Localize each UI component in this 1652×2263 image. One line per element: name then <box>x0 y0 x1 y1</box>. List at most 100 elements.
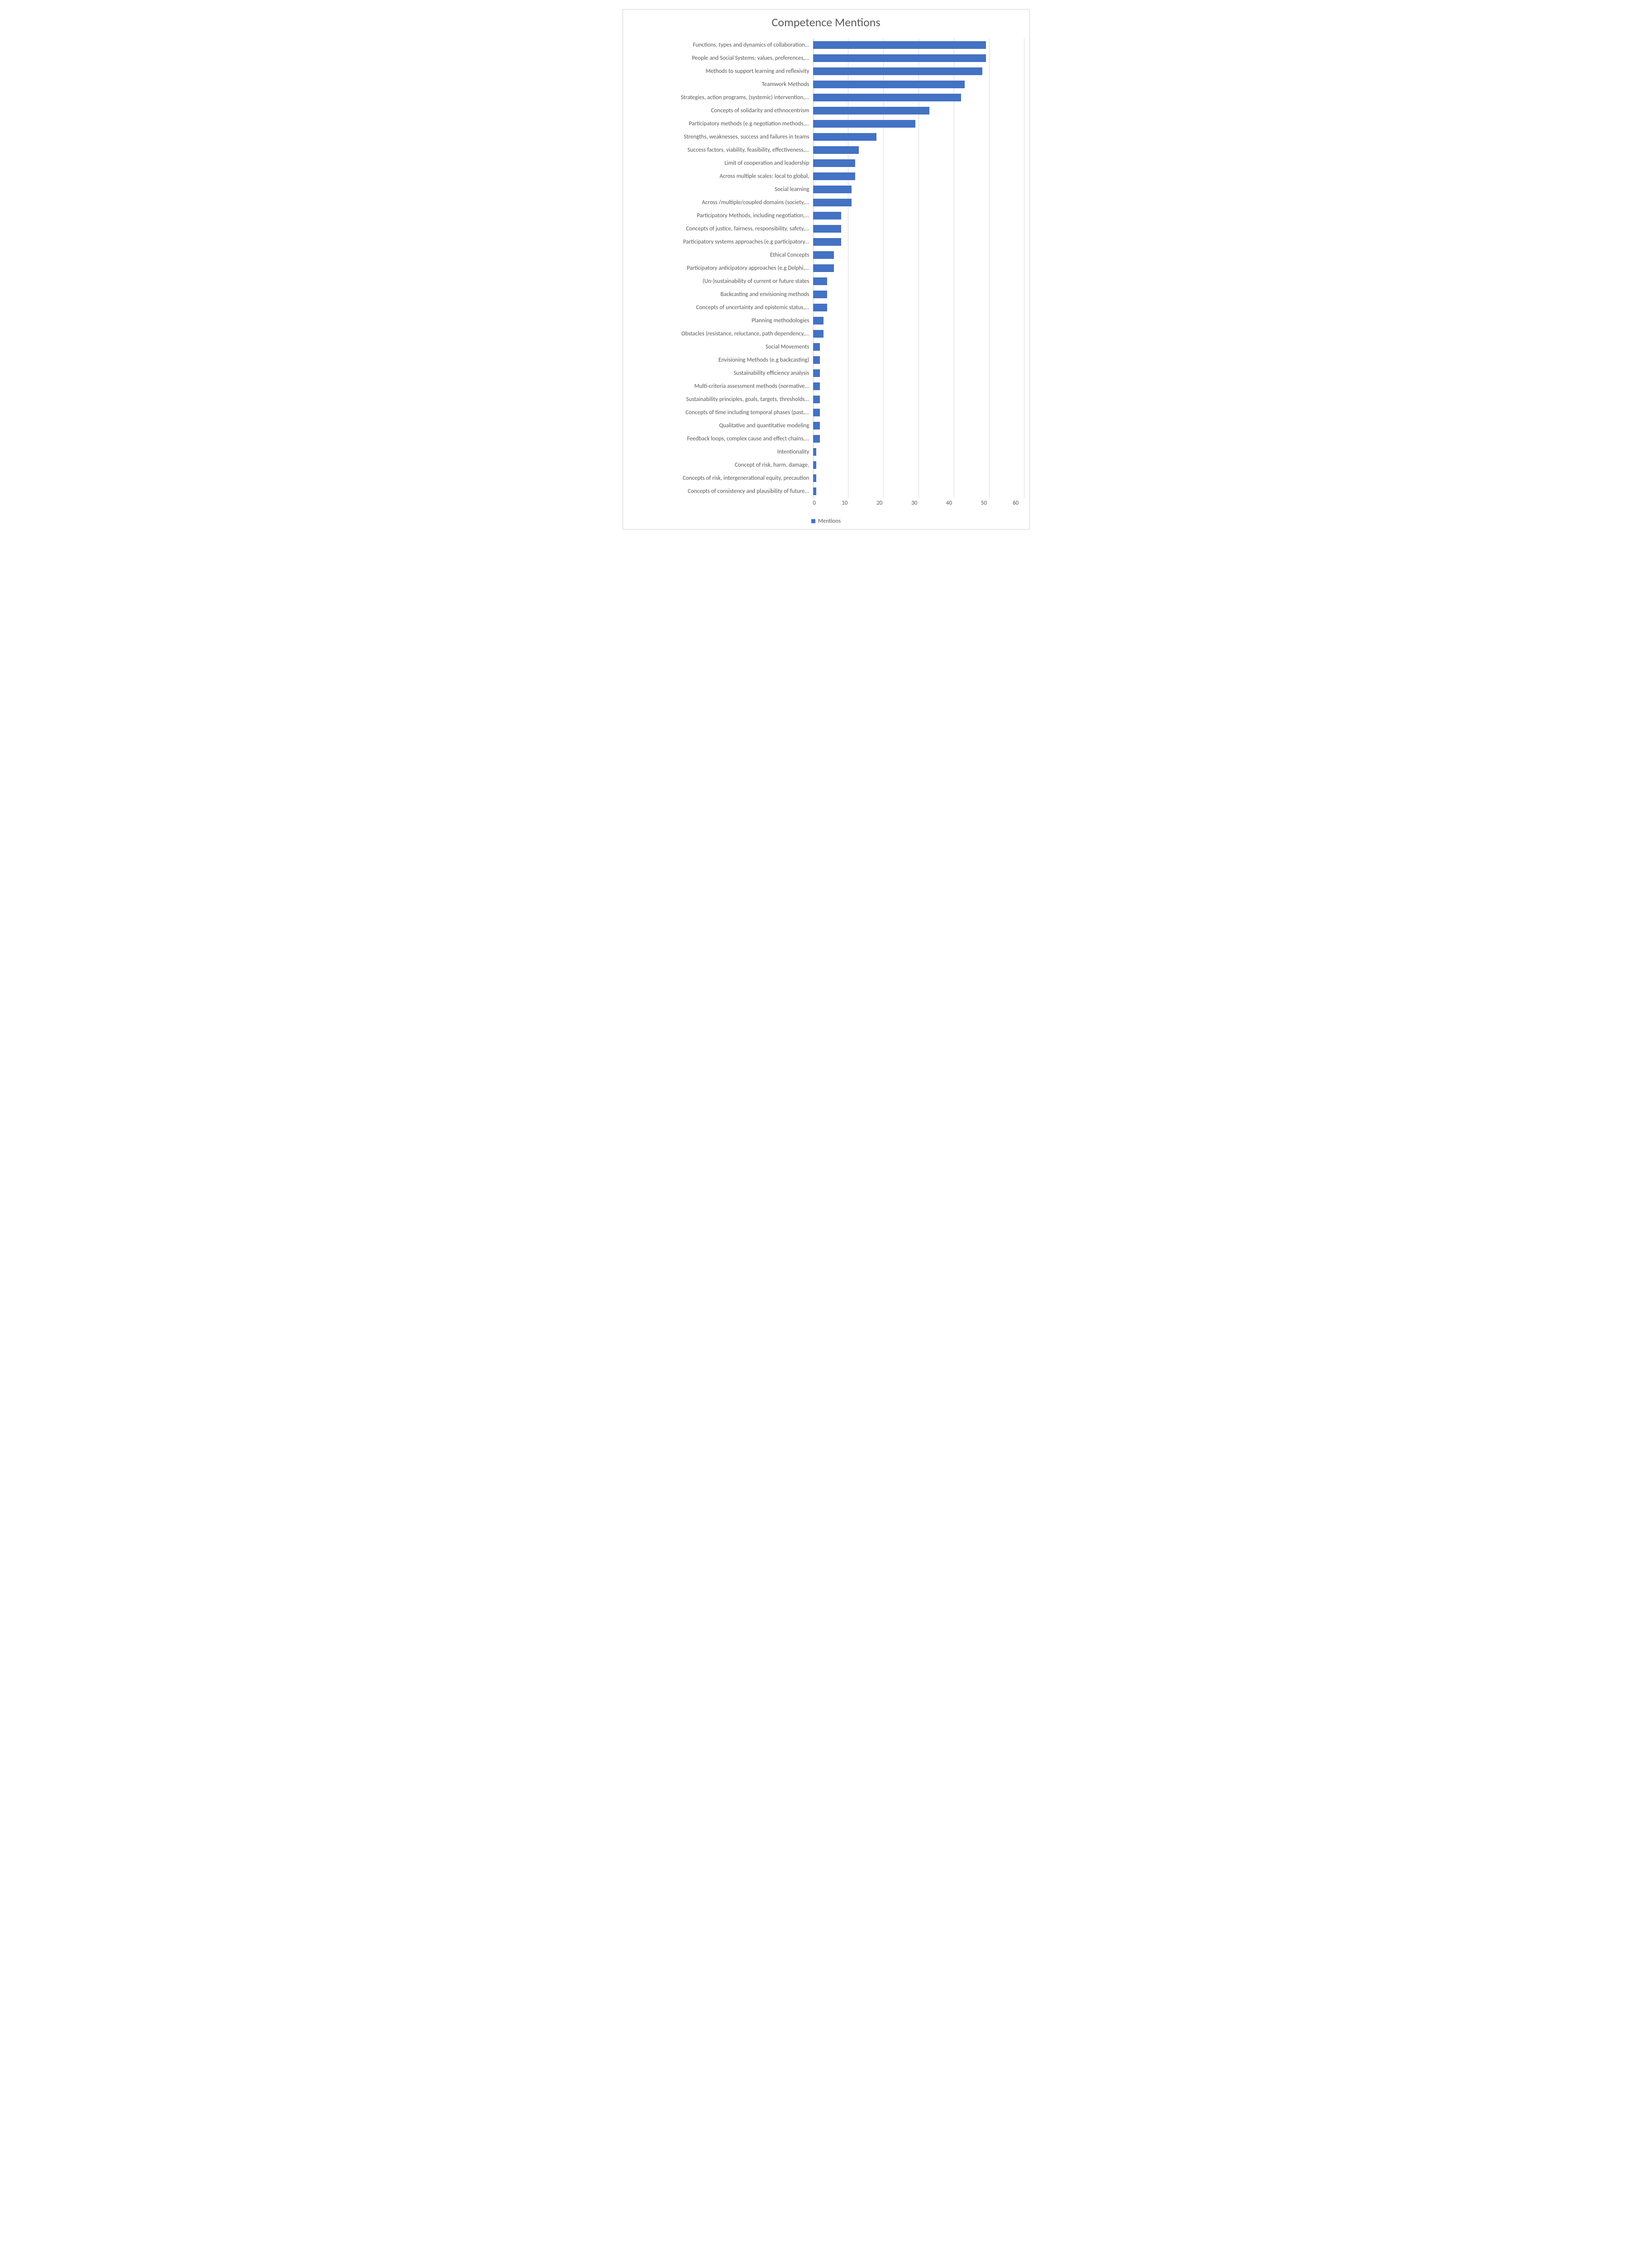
bar-row <box>813 248 1025 262</box>
bar-row <box>813 432 1025 445</box>
bar-row <box>813 38 1025 52</box>
bar-row <box>813 458 1025 472</box>
bar-row <box>813 445 1025 458</box>
bar <box>813 225 841 233</box>
bar-row <box>813 353 1025 367</box>
bar-row <box>813 262 1025 275</box>
bar <box>813 409 820 416</box>
bar <box>813 291 827 298</box>
bar <box>813 251 834 259</box>
y-axis-label: Concepts of solidarity and ethnocentrism <box>628 104 813 117</box>
y-axis-label: Success factors, viability, feasibility,… <box>628 143 813 157</box>
legend: Mentions <box>628 518 1025 525</box>
bar <box>813 448 817 456</box>
bar <box>813 94 962 101</box>
y-axis-label: Participatory systems approaches (e.g pa… <box>628 235 813 248</box>
bar-row <box>813 406 1025 419</box>
y-axis-label: Strengths, weaknesses, success and failu… <box>628 130 813 143</box>
bar-row <box>813 327 1025 340</box>
bar <box>813 133 876 141</box>
y-axis-label: Backcasting and envisioning methods <box>628 288 813 301</box>
bar-row <box>813 485 1025 498</box>
y-axis-label: Participatory methods (e.g negotiation m… <box>628 117 813 130</box>
bar <box>813 317 824 325</box>
y-axis-labels: Functions, types and dynamics of collabo… <box>628 38 813 498</box>
y-axis-label: Obstacles (resistance, reluctance, path … <box>628 327 813 340</box>
bar <box>813 81 965 88</box>
y-axis-label: Across /multiple/coupled domains (societ… <box>628 196 813 209</box>
y-axis-label: Concepts of justice, fairness, responsib… <box>628 222 813 235</box>
y-axis-label: Concepts of time including temporal phas… <box>628 406 813 419</box>
x-axis-tick: 40 <box>946 500 952 506</box>
x-axis: 0102030405060 <box>628 500 1025 506</box>
bar-row <box>813 183 1025 196</box>
bar-row <box>813 91 1025 104</box>
y-axis-label: Functions, types and dynamics of collabo… <box>628 38 813 52</box>
y-axis-label: Strategies, action programs, (systemic) … <box>628 91 813 104</box>
bar <box>813 343 820 351</box>
y-axis-label: Methods to support learning and reflexiv… <box>628 65 813 78</box>
bar-row <box>813 209 1025 222</box>
x-axis-tick: 10 <box>842 500 847 506</box>
y-axis-label: Feedback loops, complex cause and effect… <box>628 432 813 445</box>
bar-row <box>813 275 1025 288</box>
bar <box>813 277 827 285</box>
x-axis-tick: 50 <box>981 500 987 506</box>
bar <box>813 356 820 364</box>
y-axis-label: Participatory anticipatory approaches (e… <box>628 262 813 275</box>
y-axis-label: Qualitative and quantitative modeling <box>628 419 813 432</box>
bar-row <box>813 380 1025 393</box>
bars-region <box>813 38 1025 498</box>
y-axis-label: Ethical Concepts <box>628 248 813 262</box>
x-axis-spacer <box>628 500 813 506</box>
y-axis-label: Envisioning Methods (e.g backcasting) <box>628 353 813 367</box>
bar-row <box>813 143 1025 157</box>
bars <box>813 38 1025 498</box>
bar <box>813 159 856 167</box>
bar <box>813 186 852 193</box>
bar-row <box>813 52 1025 65</box>
y-axis-label: Concepts of risk, intergenerational equi… <box>628 472 813 485</box>
bar <box>813 199 852 206</box>
y-axis-label: Teamwork Methods <box>628 78 813 91</box>
y-axis-label: Planning methodologies <box>628 314 813 327</box>
bar-row <box>813 65 1025 78</box>
bar <box>813 107 929 115</box>
bar <box>813 369 820 377</box>
bar <box>813 396 820 403</box>
bar <box>813 41 986 49</box>
x-axis-ticks: 0102030405060 <box>813 500 1025 506</box>
bar <box>813 487 817 495</box>
bar <box>813 461 817 469</box>
bar <box>813 238 841 246</box>
bar-row <box>813 222 1025 235</box>
bar <box>813 212 841 220</box>
y-axis-label: (Un-)sustainability of current or future… <box>628 275 813 288</box>
y-axis-label: Sustainability principles, goals, target… <box>628 393 813 406</box>
x-axis-tick: 30 <box>911 500 917 506</box>
bar-row <box>813 130 1025 143</box>
y-axis-label: People and Social Systems: values, prefe… <box>628 52 813 65</box>
y-axis-label: Concepts of consistency and plausibility… <box>628 485 813 498</box>
bar-row <box>813 314 1025 327</box>
bar-row <box>813 157 1025 170</box>
bar-row <box>813 367 1025 380</box>
bar-row <box>813 393 1025 406</box>
y-axis-label: Social Movements <box>628 340 813 353</box>
bar <box>813 382 820 390</box>
bar-row <box>813 78 1025 91</box>
legend-label: Mentions <box>818 518 841 525</box>
chart-container: Competence Mentions Functions, types and… <box>623 9 1030 530</box>
x-axis-tick: 20 <box>876 500 882 506</box>
bar-row <box>813 235 1025 248</box>
bar-row <box>813 288 1025 301</box>
bar <box>813 474 817 482</box>
bar <box>813 422 820 430</box>
bar-row <box>813 419 1025 432</box>
bar <box>813 172 856 180</box>
bar <box>813 120 915 128</box>
y-axis-label: Limit of cooperation and leadership <box>628 157 813 170</box>
bar-row <box>813 170 1025 183</box>
y-axis-label: Across multiple scales: local to global, <box>628 170 813 183</box>
bar-row <box>813 104 1025 117</box>
